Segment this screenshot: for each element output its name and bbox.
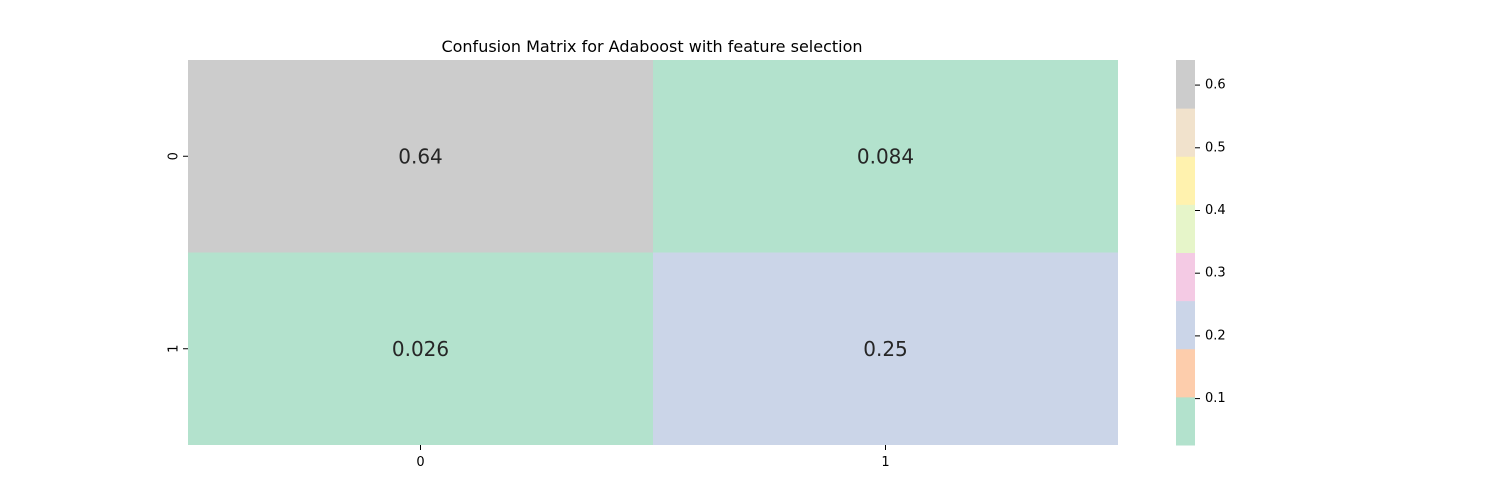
y-axis: 01 [167,152,188,353]
heatmap-cell-0-1 [653,60,1118,253]
y-tick-label-0: 0 [167,152,182,160]
chart-title: Confusion Matrix for Adaboost with featu… [441,37,862,56]
heatmap-cell-1-1 [653,252,1118,445]
colorbar-tick-label-1: 0.2 [1205,328,1226,343]
cell-label-0-1: 0.084 [857,144,914,168]
colorbar-tick-label-3: 0.4 [1205,203,1226,218]
heatmap-cell-1-0 [188,252,653,445]
colorbar-segment-7 [1176,60,1195,109]
colorbar-segment-5 [1176,156,1195,205]
y-tick-label-1: 1 [167,345,182,353]
heatmap-cells [188,60,1118,445]
colorbar-tick-label-5: 0.6 [1205,78,1226,93]
heatmap-cell-0-0 [188,60,653,253]
colorbar-segment-6 [1176,108,1195,157]
x-tick-label-0: 0 [416,455,424,470]
colorbar-segment-4 [1176,204,1195,253]
colorbar-tick-label-0: 0.1 [1205,391,1226,406]
colorbar-segment-0 [1176,396,1195,446]
colorbar-tick-label-2: 0.3 [1205,266,1226,281]
colorbar-segment-2 [1176,300,1195,350]
colorbar-segment-1 [1176,348,1195,398]
heatmap-annotations: 0.64 0.084 0.026 0.25 [392,144,914,361]
x-tick-label-1: 1 [881,455,889,470]
cell-label-1-1: 0.25 [863,337,908,361]
cell-label-1-0: 0.026 [392,337,449,361]
colorbar-tick-label-4: 0.5 [1205,140,1226,155]
cell-label-0-0: 0.64 [398,144,443,168]
colorbar-segment-3 [1176,252,1195,302]
colorbar: 0.1 0.2 0.3 0.4 0.5 0.6 [1176,60,1226,446]
